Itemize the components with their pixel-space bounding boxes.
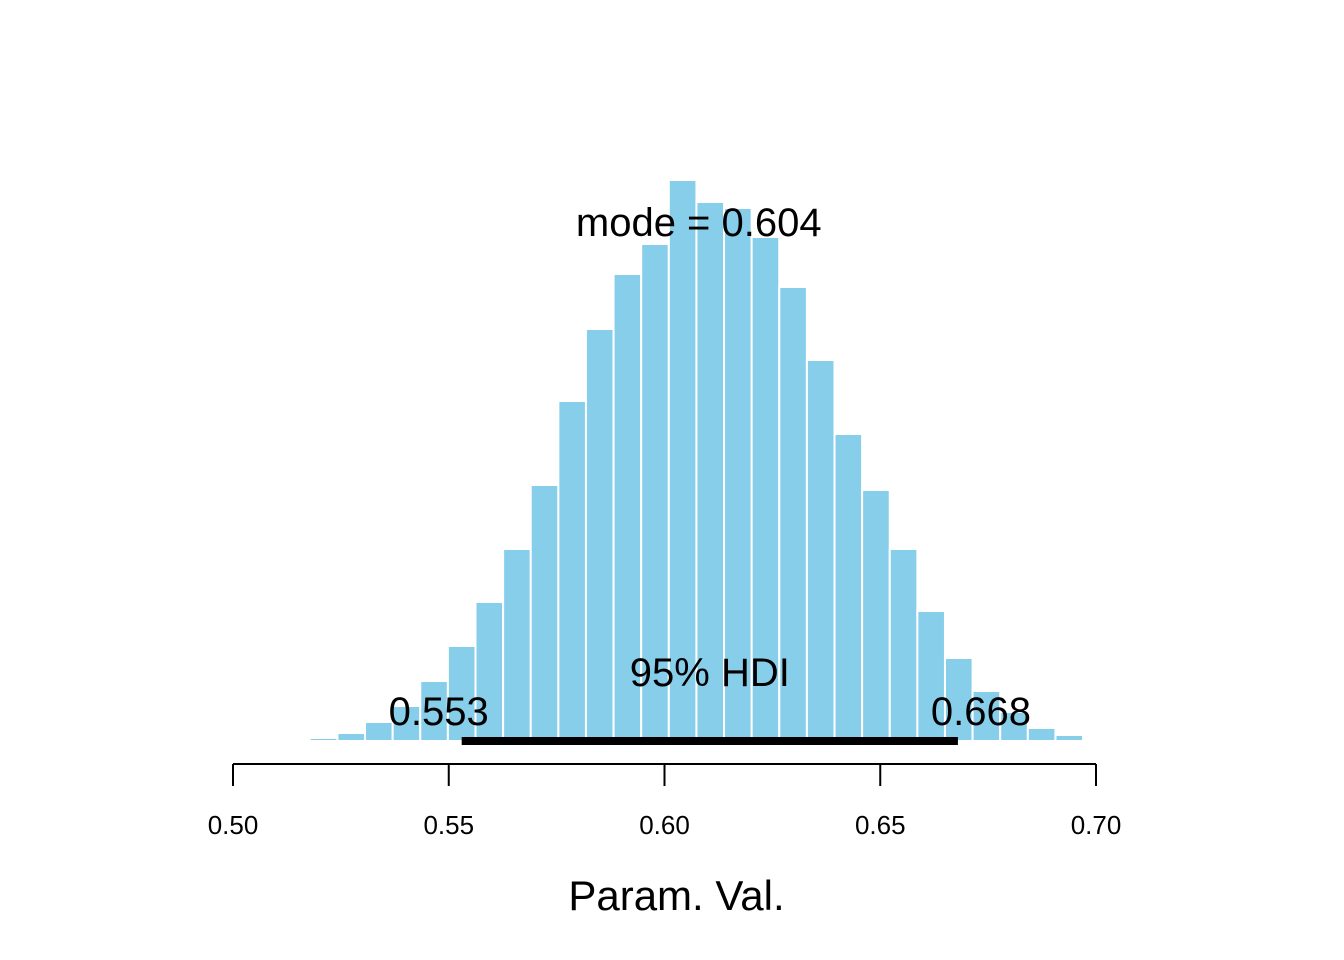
histogram-bar [1054, 734, 1085, 742]
histogram-bar [1026, 727, 1057, 742]
histogram-bar [391, 705, 422, 742]
histogram-bar [805, 359, 836, 742]
histogram-bar [833, 433, 864, 742]
x-tick-label: 0.65 [855, 810, 906, 840]
histogram-bar [778, 286, 808, 742]
x-tick-label: 0.70 [1071, 810, 1122, 840]
mode-label: mode = 0.604 [576, 201, 822, 245]
histogram-bar [419, 680, 449, 742]
x-tick-label: 0.60 [639, 810, 690, 840]
histogram-bar [502, 548, 532, 742]
histogram-bar [861, 489, 891, 742]
x-axis: 0.50 0.55 0.60 0.65 0.70 [208, 763, 1122, 840]
histogram-bar [888, 548, 919, 742]
histogram-bar [308, 737, 339, 742]
histogram-bar [281, 739, 311, 742]
histogram-bar [750, 236, 781, 742]
histogram-bar [971, 690, 1002, 742]
histogram-bar [584, 328, 615, 742]
x-tick-label: 0.50 [208, 810, 259, 840]
hdi-low-label: 0.553 [389, 690, 489, 734]
hdi-high-label: 0.668 [931, 690, 1031, 734]
histogram-bar [336, 732, 367, 742]
x-axis-title: Param. Val. [568, 872, 784, 919]
histogram-bars [281, 179, 1112, 742]
x-tick-label: 0.55 [423, 810, 474, 840]
histogram-bar [916, 610, 946, 742]
histogram-bar [1082, 739, 1112, 742]
histogram-bar [557, 400, 587, 742]
hdi-label: 95% HDI [630, 651, 790, 695]
hdi-annotation: 95% HDI 0.553 0.668 [389, 651, 1031, 745]
histogram-bar [999, 711, 1029, 742]
histogram-bar [529, 484, 560, 742]
